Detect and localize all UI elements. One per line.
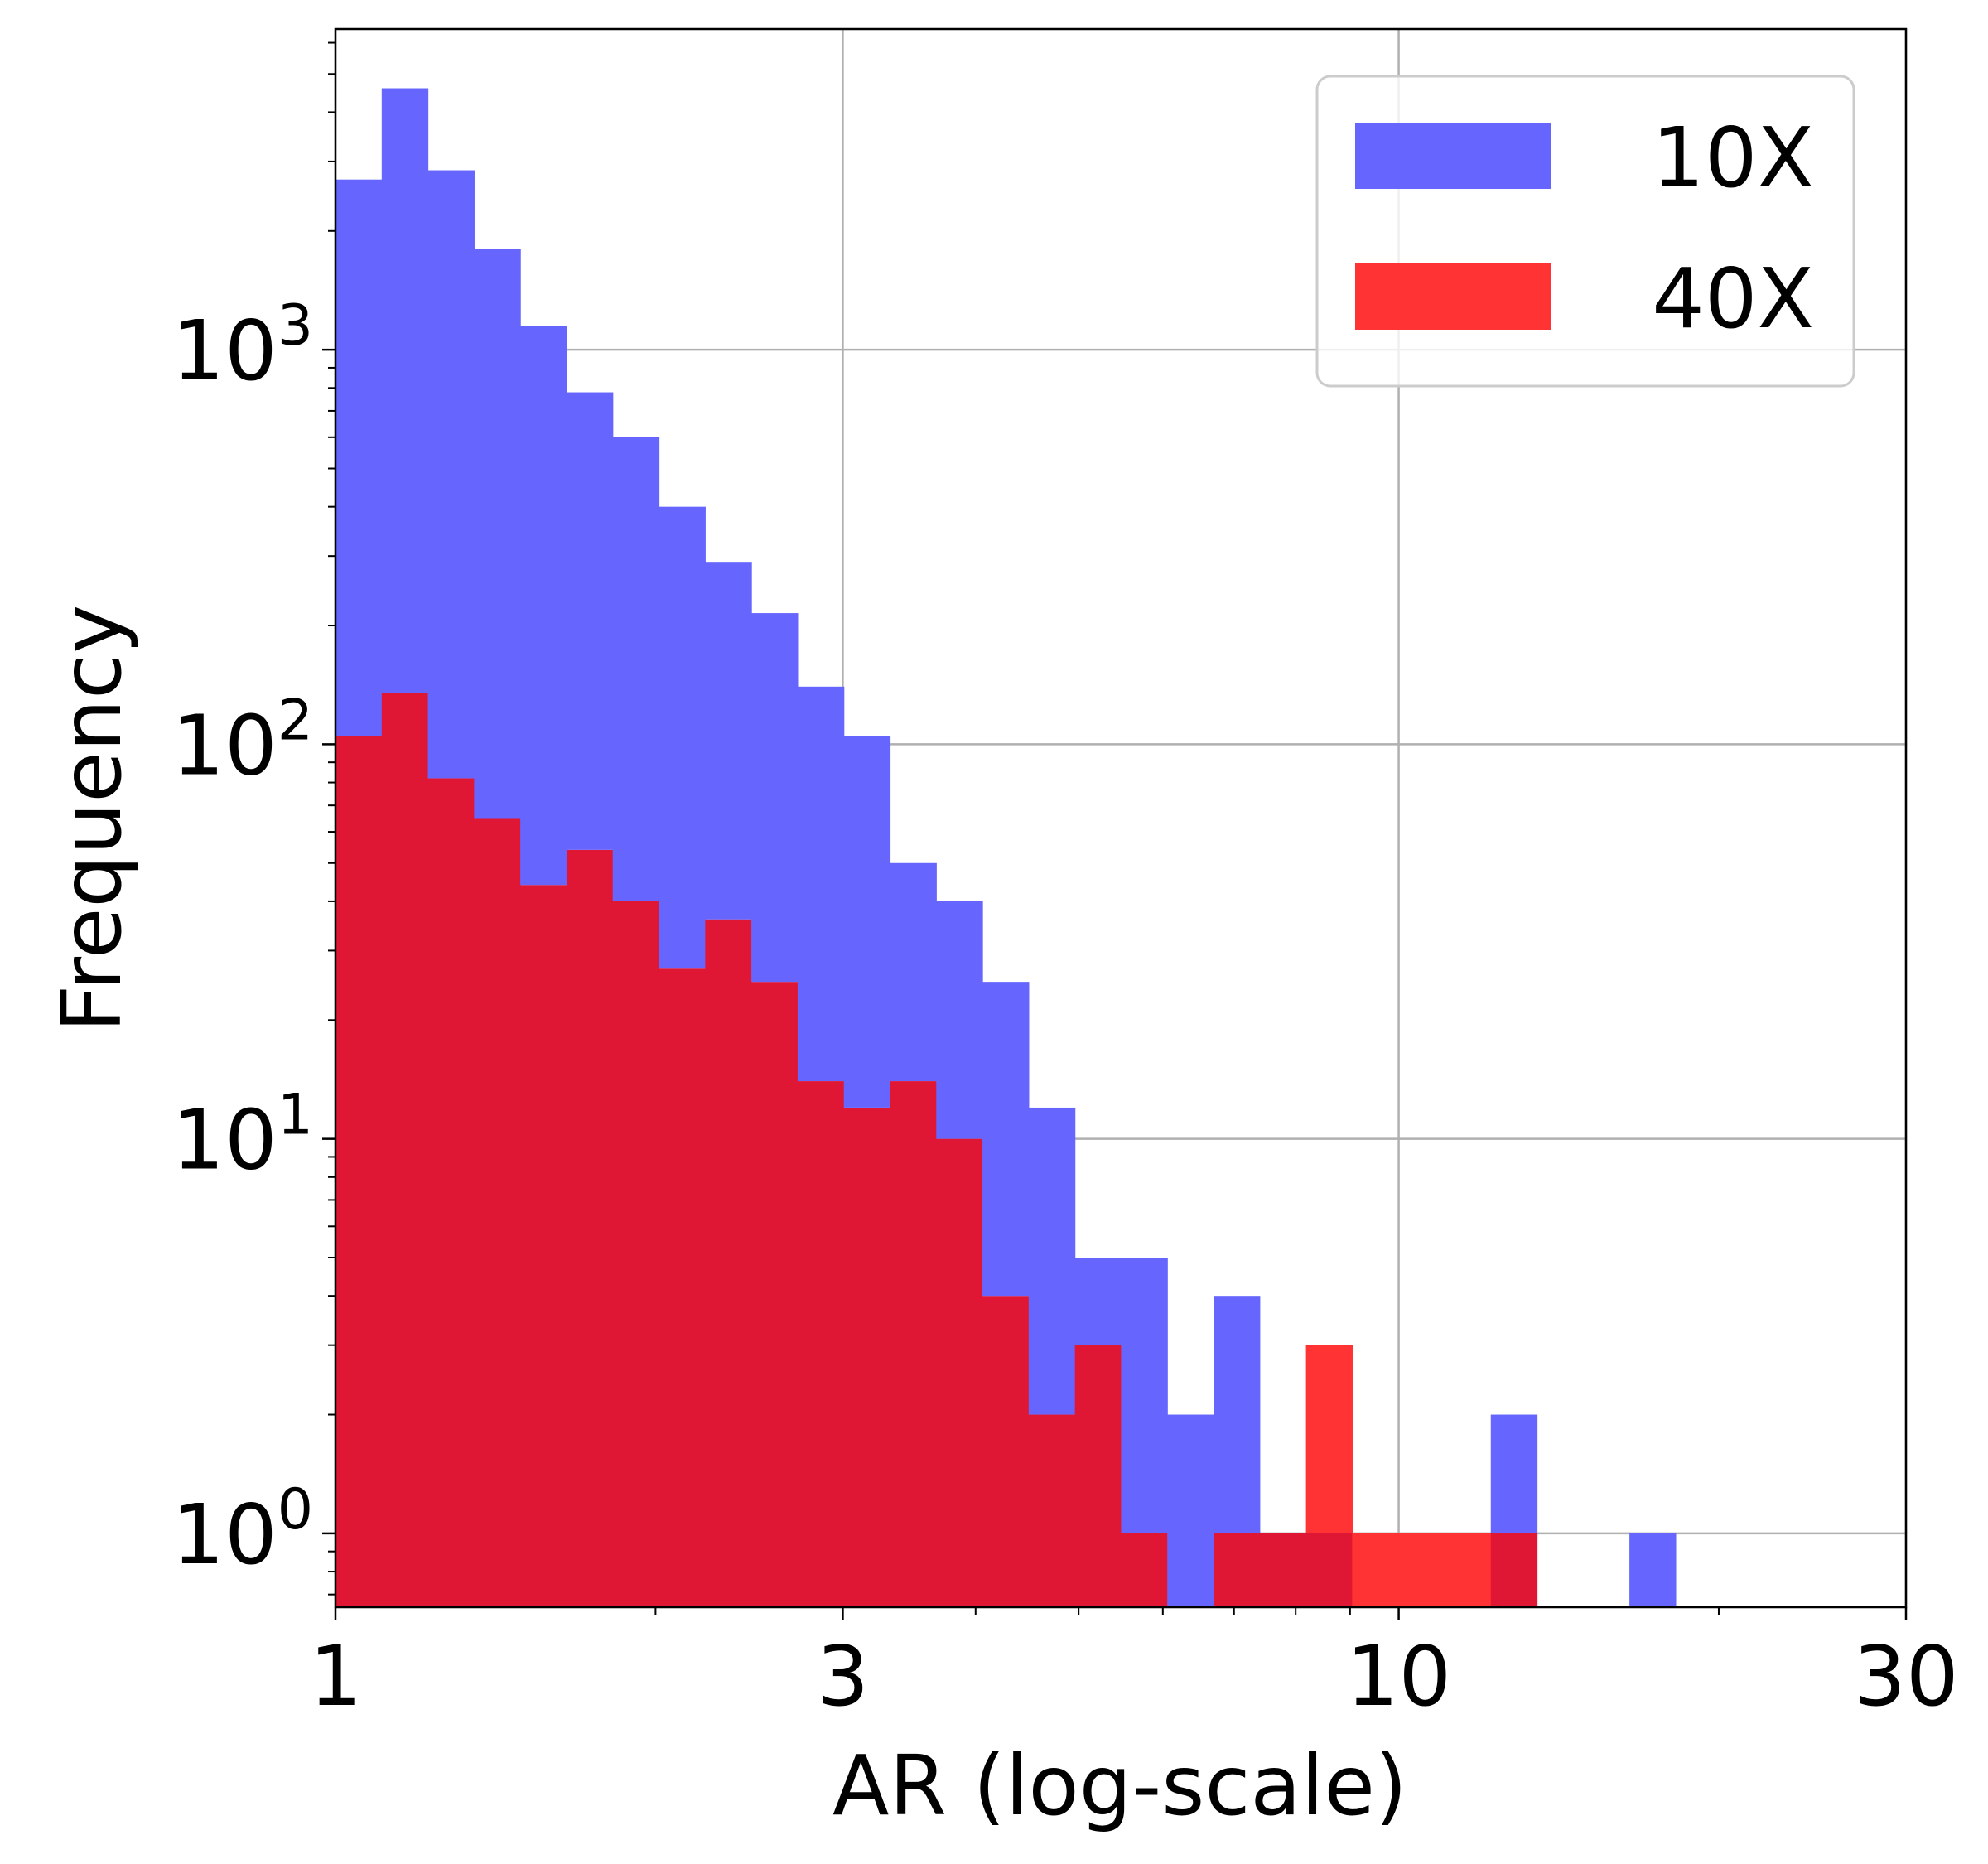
histogram-bar-40x (1352, 1533, 1399, 1607)
histogram-bar-overlap (843, 1107, 891, 1607)
legend-label-10x: 10X (1652, 109, 1814, 206)
histogram-bar-overlap (982, 1296, 1030, 1607)
histogram-bar-10x (1629, 1533, 1677, 1607)
histogram-bar-40x (1398, 1533, 1445, 1607)
y-tick-label: 102 (171, 688, 313, 794)
legend-swatch-40x (1355, 263, 1551, 330)
histogram-bar-10x (1167, 1414, 1214, 1607)
histogram-bar-overlap (1028, 1414, 1076, 1607)
histogram-bar-overlap (474, 818, 521, 1607)
histogram-bar-10x (659, 506, 706, 969)
plot-frame (334, 27, 1908, 1609)
histogram-bar-overlap (1305, 1533, 1353, 1607)
histogram-bar-10x (843, 736, 891, 1108)
histogram-bar-10x (751, 613, 799, 983)
axis-ticks (322, 41, 1908, 1620)
y-tick-label: 103 (171, 293, 313, 399)
histogram-bars (335, 88, 1677, 1607)
histogram-bar-overlap (1121, 1533, 1168, 1607)
histogram-bar-10x (335, 179, 383, 736)
histogram-bar-10x (1028, 1107, 1076, 1415)
x-tick-labels: 1 3 10 30 (309, 1628, 1958, 1725)
legend: 10X 40X (1315, 75, 1855, 388)
y-tick-labels: 100 101 102 103 (171, 293, 313, 1583)
histogram-bar-overlap (1490, 1533, 1538, 1607)
histogram-bar-overlap (427, 778, 475, 1607)
histogram-bar-overlap (890, 1081, 937, 1607)
x-tick-label: 1 (309, 1628, 362, 1725)
histogram-bar-10x (474, 249, 521, 819)
histogram-bar-overlap (335, 736, 383, 1607)
histogram-bar-10x (1121, 1258, 1168, 1533)
x-tick-label: 10 (1346, 1628, 1451, 1725)
x-tick-label: 3 (817, 1628, 870, 1725)
histogram-bar-overlap (1214, 1533, 1261, 1607)
y-axis-label: Frequency (43, 605, 140, 1033)
x-tick-label: 30 (1853, 1628, 1958, 1725)
histogram-bar-10x (982, 982, 1030, 1297)
y-tick-label: 100 (171, 1477, 313, 1583)
histogram-bar-10x (936, 901, 983, 1139)
histogram-bar-10x (381, 88, 429, 693)
legend-swatch-10x (1355, 123, 1551, 189)
histogram-bar-10x (705, 562, 752, 920)
histogram-bar-overlap (520, 885, 567, 1607)
histogram-bar-overlap (797, 1081, 845, 1607)
histogram-bar-10x (520, 326, 567, 886)
histogram-bar-overlap (612, 901, 660, 1607)
histogram-bar-40x (1444, 1533, 1492, 1607)
legend-label-40x: 40X (1652, 250, 1814, 347)
x-axis-label: AR (log-scale) (832, 1737, 1407, 1834)
histogram-bar-10x (427, 170, 475, 779)
histogram-bar-overlap (1259, 1533, 1307, 1607)
histogram-bar-overlap (659, 968, 706, 1607)
histogram-bar-10x (1214, 1296, 1261, 1533)
histogram-bar-10x (612, 437, 660, 901)
histogram-bar-10x (890, 862, 937, 1082)
histogram-bar-10x (797, 686, 845, 1082)
histogram-bar-10x (1490, 1414, 1538, 1533)
histogram-bar-10x (566, 392, 614, 850)
histogram-bar-overlap (1074, 1345, 1122, 1607)
histogram-bar-overlap (566, 849, 614, 1607)
histogram-bar-overlap (751, 982, 799, 1607)
histogram-bar-overlap (705, 919, 752, 1607)
histogram-bar-40x (1305, 1345, 1353, 1533)
histogram-bar-10x (1074, 1258, 1122, 1345)
histogram-bar-overlap (381, 693, 429, 1607)
y-tick-label: 101 (171, 1083, 313, 1189)
histogram-bar-overlap (936, 1138, 983, 1607)
